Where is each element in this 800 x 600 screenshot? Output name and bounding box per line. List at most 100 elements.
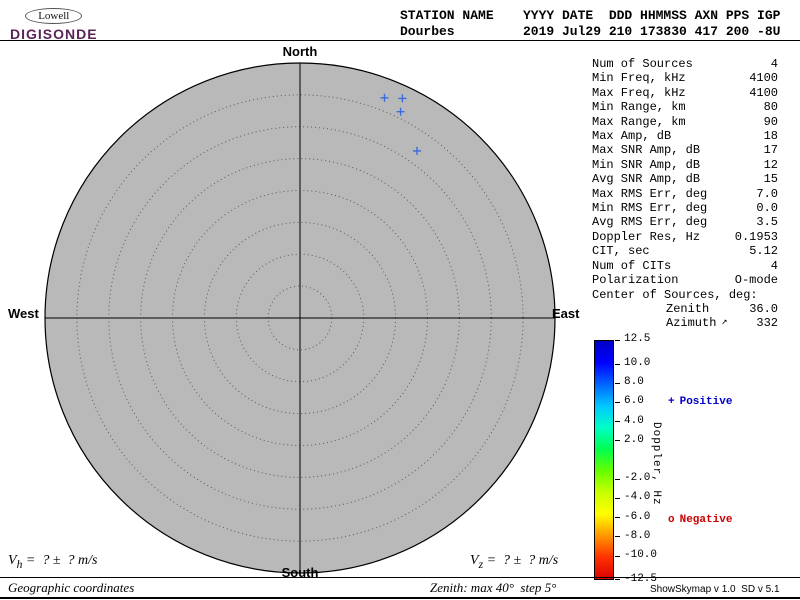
colorbar-tick	[615, 478, 620, 480]
colorbar-tick	[615, 421, 620, 423]
stat-row: Min Freq, kHz 4100	[592, 71, 778, 85]
skymap-source-point	[380, 93, 389, 102]
vh-subscript: h	[16, 557, 23, 571]
vz-rest: = ? ± ? m/s	[483, 553, 559, 568]
stat-value: 90	[763, 114, 778, 129]
colorbar-tick-label: 4.0	[624, 414, 644, 427]
stat-row: Max Range, km 90	[592, 115, 778, 129]
stat-row: Num of CITs 4	[592, 259, 778, 273]
skymap-source-point	[396, 107, 405, 116]
compass-south-label: South	[281, 565, 319, 580]
colorbar-tick-label: -12.5	[624, 573, 658, 585]
lowell-logo-text: Lowell	[25, 8, 83, 24]
colorbar-tick	[615, 536, 620, 538]
colorbar-tick-label: 6.0	[624, 395, 644, 408]
stat-row: CIT, sec 5.12	[592, 244, 778, 258]
stat-value: 80	[763, 100, 778, 115]
positive-marker-icon: +	[668, 396, 675, 408]
legend-negative: o Negative	[668, 514, 732, 526]
colorbar-tick	[615, 579, 620, 580]
colorbar-gradient	[594, 340, 614, 580]
vh-symbol: V	[8, 553, 17, 568]
legend-negative-label: Negative	[679, 514, 733, 526]
stat-label: Polarization	[592, 273, 679, 288]
station-name-value: Dourbes	[400, 24, 455, 39]
software-version-label: ShowSkymap v 1.0 SD v 5.1	[650, 584, 780, 595]
colorbar-tick-label: 8.0	[624, 376, 644, 389]
colorbar-tick-label: -6.0	[624, 510, 651, 523]
stat-label: CIT, sec	[592, 244, 650, 259]
skymap-source-point	[398, 94, 407, 103]
colorbar-tick	[615, 363, 620, 365]
stat-label: Num of CITs	[592, 258, 672, 273]
stat-row: Max SNR Amp, dB 17	[592, 143, 778, 157]
stat-value: 3.5	[756, 215, 778, 230]
coordinates-label: Geographic coordinates	[8, 580, 135, 595]
colorbar-tick-label: 2.0	[624, 433, 644, 446]
legend-positive-label: Positive	[679, 396, 733, 408]
stat-label: Min SNR Amp, dB	[592, 157, 701, 172]
colorbar-tick	[615, 440, 620, 442]
stat-row: Avg RMS Err, deg 3.5	[592, 215, 778, 229]
statistics-panel: Num of Sources 4 Min Freq, kHz 4100 Max Freq…	[592, 57, 778, 331]
stat-value: 5.12	[749, 244, 778, 259]
stat-row: Max Amp, dB 18	[592, 129, 778, 143]
source-points	[380, 93, 421, 155]
stat-value: 12	[763, 157, 778, 172]
zenith-scale-label: Zenith: max 40° step 5°	[430, 580, 557, 595]
stat-label: Avg RMS Err, deg	[592, 215, 708, 230]
stat-label: Azimuth	[666, 316, 717, 331]
skymap-source-point	[413, 146, 421, 155]
stat-value: 7.0	[756, 186, 778, 201]
stat-value: 4	[770, 57, 778, 71]
stat-row: Azimuth ↗ 332	[592, 316, 778, 330]
colorbar-tick	[615, 555, 620, 557]
footer-divider	[0, 577, 800, 578]
stat-row: Min Range, km 80	[592, 100, 778, 114]
stat-label: Min Freq, kHz	[592, 71, 686, 86]
station-name-label: STATION NAME	[400, 8, 494, 23]
colorbar-tick-label: -2.0	[624, 472, 651, 485]
stat-value: 332	[756, 316, 778, 331]
compass-east-label: East	[552, 306, 580, 321]
stat-row: Doppler Res, Hz 0.1953	[592, 230, 778, 244]
colorbar-tick	[615, 517, 620, 519]
stat-label: Doppler Res, Hz	[592, 229, 701, 244]
stat-label: Max RMS Err, deg	[592, 186, 708, 201]
colorbar-tick-label: 12.5	[624, 333, 651, 345]
stat-row: Polarization O-mode	[592, 273, 778, 287]
colorbar-tick-label: -4.0	[624, 491, 651, 504]
stat-value: 4	[770, 258, 778, 273]
colorbar-axis-label: Doppler, Hz	[650, 422, 662, 506]
stat-row: Num of Sources 4	[592, 57, 778, 71]
stat-value: 0.0	[756, 201, 778, 216]
stat-value: O-mode	[734, 273, 778, 288]
stat-label: Min Range, km	[592, 100, 686, 115]
stat-label: Zenith	[666, 301, 710, 316]
vz-symbol: V	[470, 553, 479, 568]
colorbar-tick-label: -8.0	[624, 529, 651, 542]
digisonde-logo-text: DIGISONDE	[10, 26, 98, 42]
stat-label: Max SNR Amp, dB	[592, 143, 701, 158]
datetime-header-value: 2019 Jul29 210 173830 417 200 -8U	[523, 24, 781, 39]
colorbar-tick	[615, 382, 620, 384]
stat-value: 36.0	[749, 301, 778, 316]
doppler-colorbar: 12.5 10.0 8.0 6.0 4.0 2.0 -2.0 -4.0 -6.0 -8.0 -10.…	[594, 333, 664, 585]
vz-velocity-value: Vz = ? ± ? m/s	[470, 553, 558, 571]
stat-row: Avg SNR Amp, dB 15	[592, 172, 778, 186]
stat-value: 0.1953	[734, 229, 778, 244]
stat-value: 4100	[749, 85, 778, 100]
stat-row: Max RMS Err, deg 7.0	[592, 187, 778, 201]
colorbar-tick	[615, 401, 620, 403]
stat-row: Center of Sources, deg:	[592, 288, 778, 302]
lowell-digisonde-logo: Lowell DIGISONDE	[10, 6, 98, 42]
stat-label: Max Amp, dB	[592, 129, 672, 144]
stat-row: Min SNR Amp, dB 12	[592, 158, 778, 172]
datetime-header-label: YYYY DATE DDD HHMMSS AXN PPS IGP	[523, 8, 781, 23]
stat-row: Max Freq, kHz 4100	[592, 86, 778, 100]
stat-label: Max Range, km	[592, 114, 686, 129]
stat-label: Center of Sources, deg:	[592, 287, 758, 302]
vz-subscript: z	[478, 557, 484, 571]
stat-value: 18	[763, 129, 778, 144]
